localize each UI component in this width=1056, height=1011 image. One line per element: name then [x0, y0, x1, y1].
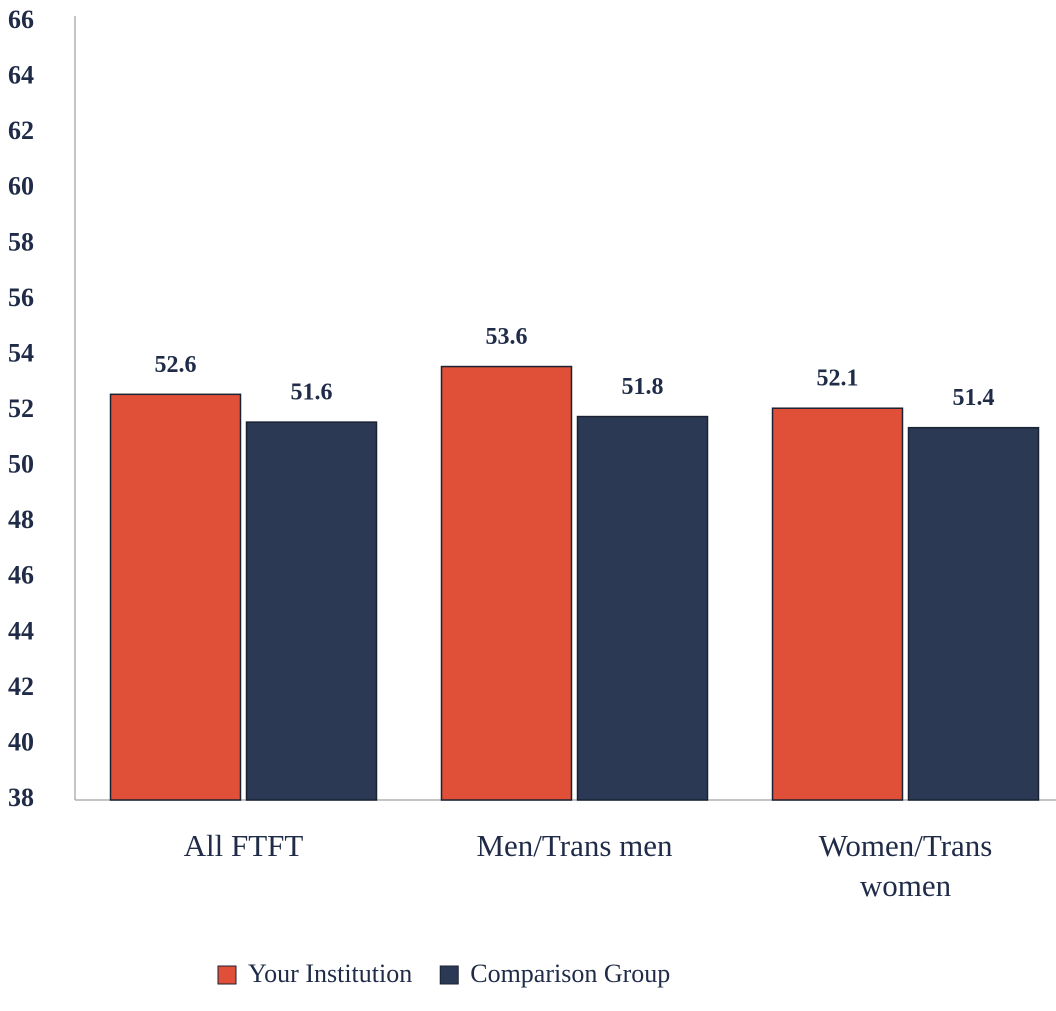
y-tick-label: 38 — [8, 783, 34, 812]
value-label: 51.6 — [291, 380, 333, 406]
value-label: 51.8 — [622, 374, 664, 400]
y-tick-label: 42 — [8, 672, 34, 701]
y-tick-label: 64 — [8, 61, 34, 90]
bar — [771, 407, 904, 801]
y-tick-label: 58 — [8, 227, 34, 256]
y-tick-label: 40 — [8, 727, 34, 756]
y-tick-label: 50 — [8, 450, 34, 479]
bar — [907, 426, 1040, 801]
x-tick-label: Men/Trans men — [476, 828, 673, 863]
y-tick-label: 52 — [8, 394, 34, 423]
y-tick-label: 46 — [8, 561, 34, 590]
y-tick-label: 56 — [8, 283, 34, 312]
value-label: 52.6 — [155, 352, 197, 378]
y-tick-label: 44 — [8, 616, 34, 645]
y-tick-label: 66 — [8, 5, 34, 34]
y-tick-label: 62 — [8, 116, 34, 145]
x-tick-label: All FTFT — [183, 828, 304, 863]
bar — [245, 421, 378, 801]
legend-label: Your Institution — [248, 959, 412, 988]
legend-swatch — [439, 965, 459, 985]
legend-label: Comparison Group — [470, 959, 670, 988]
y-tick-label: 60 — [8, 172, 34, 201]
bar — [109, 393, 242, 801]
bar — [576, 415, 709, 801]
legend-swatch — [217, 965, 237, 985]
y-tick-label: 48 — [8, 505, 34, 534]
value-label: 51.4 — [953, 385, 995, 411]
value-label: 52.1 — [817, 366, 859, 392]
value-label: 53.6 — [486, 324, 528, 350]
y-tick-label: 54 — [8, 338, 34, 367]
x-tick-label: Women/Trans women — [818, 828, 993, 903]
bar — [440, 365, 573, 801]
